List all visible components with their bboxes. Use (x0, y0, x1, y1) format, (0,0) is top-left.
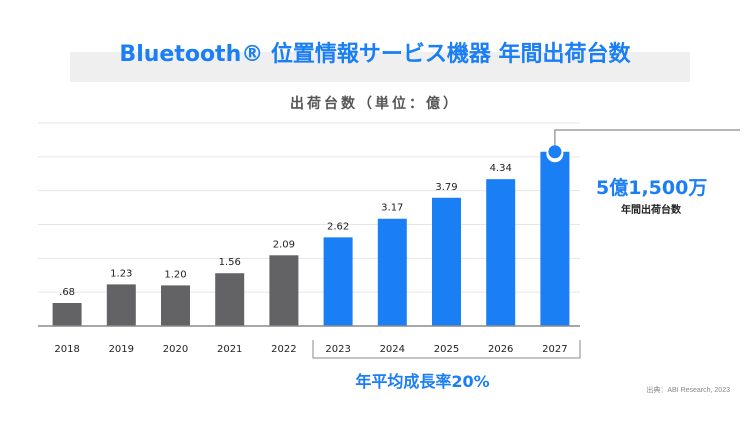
x-tick-label-2023: 2023 (325, 344, 350, 355)
bar-2027 (540, 151, 570, 326)
x-tick-label-2022: 2022 (271, 344, 296, 355)
data-label-2020: 1.20 (164, 269, 186, 280)
bar-2023 (323, 237, 353, 326)
x-tick-label-2019: 2019 (109, 344, 134, 355)
bar-2022 (269, 255, 299, 326)
x-tick-label-2025: 2025 (434, 344, 459, 355)
x-tick-label-2021: 2021 (217, 344, 242, 355)
callout-leader-line (554, 129, 740, 148)
highlight-marker-dot (548, 145, 562, 159)
cagr-label: 年平均成長率20% (355, 372, 490, 391)
callout-value: 5億1,500万 (596, 177, 708, 199)
x-tick-label-2018: 2018 (54, 344, 79, 355)
chart-title: Bluetooth® 位置情報サービス機器 年間出荷台数 (119, 42, 631, 67)
bar-2021 (215, 273, 245, 326)
data-label-2026: 4.34 (490, 163, 512, 174)
bar-2024 (377, 218, 407, 326)
bar-2019 (106, 284, 136, 326)
bar-2026 (486, 179, 516, 326)
cagr-bracket (312, 340, 581, 359)
source-note: 出典：ABI Research, 2023 (646, 387, 730, 394)
bar-2018 (52, 302, 82, 326)
x-tick-label-2027: 2027 (542, 344, 567, 355)
x-tick-label-2024: 2024 (380, 344, 405, 355)
bar-2020 (161, 285, 190, 326)
callout-label: 年間出荷台数 (621, 205, 681, 216)
data-label-2022: 2.09 (273, 239, 295, 250)
x-tick-label-2020: 2020 (163, 344, 188, 355)
chart-subtitle: 出荷台数（単位：億） (290, 96, 460, 112)
data-label-2024: 3.17 (381, 203, 403, 214)
data-label-2025: 3.79 (435, 182, 457, 193)
x-tick-label-2026: 2026 (488, 344, 513, 355)
bar-2025 (432, 197, 461, 326)
title-band (70, 52, 690, 82)
data-label-2019: 1.23 (110, 268, 132, 279)
data-label-2021: 1.56 (219, 257, 241, 268)
data-label-2018: .68 (59, 287, 75, 298)
data-label-2023: 2.62 (327, 221, 349, 232)
